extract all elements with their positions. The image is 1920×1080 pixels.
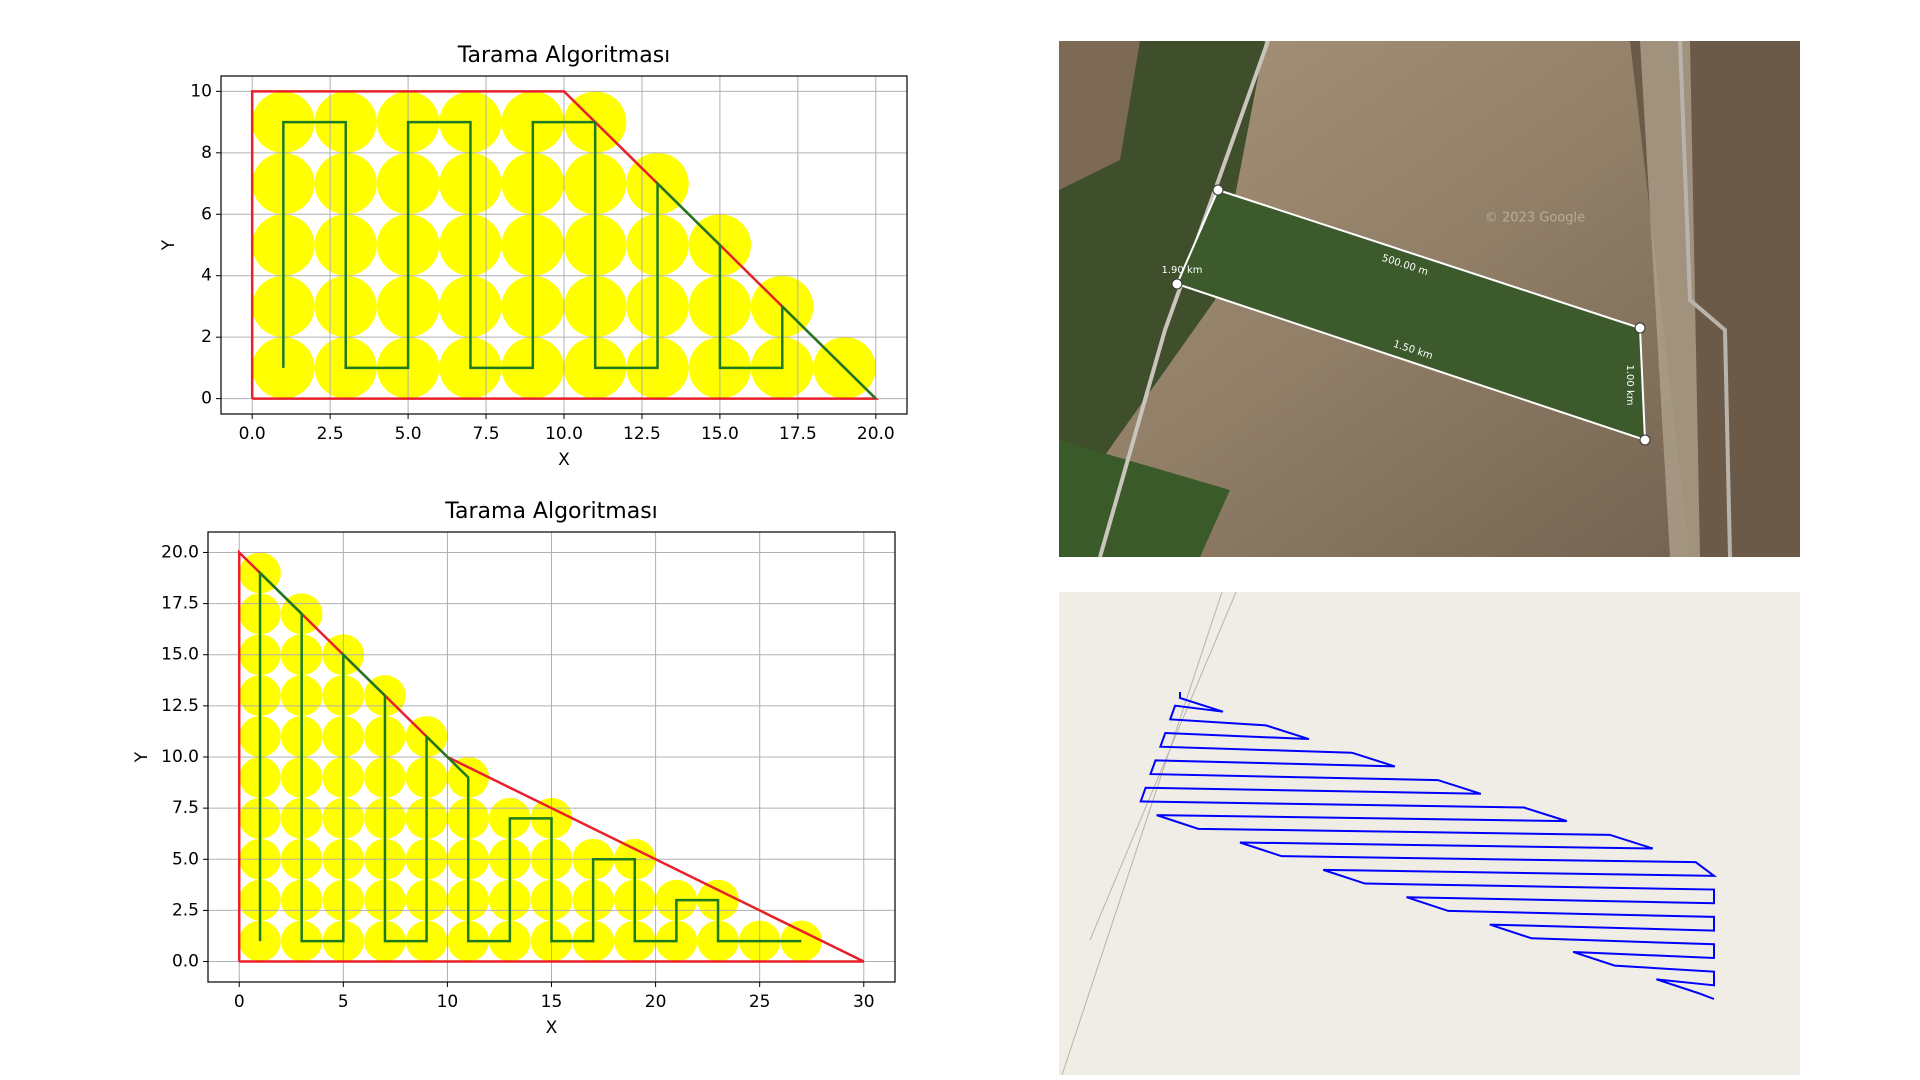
x-tick-label: 2.5 [317,424,344,444]
x-tick-label: 20.0 [857,424,895,444]
x-tick-label: 15 [541,992,563,1012]
x-tick-label: 10 [437,992,459,1012]
x-tick-label: 12.5 [623,424,661,444]
x-tick-label: 17.5 [779,424,817,444]
y-tick-label: 2.5 [172,900,199,920]
x-axis-label: X [558,450,570,470]
plot-content [221,76,907,414]
map-background [1059,592,1800,1075]
x-tick-label: 30 [853,992,875,1012]
measurement-label: 1.00 km [1624,365,1635,406]
x-axis-label: X [546,1018,558,1038]
map-path [1139,692,1718,1000]
satellite-image: 500.00 m 1.50 km 1.00 km 1.90 km © 2023 … [1059,41,1800,557]
y-tick-label: 17.5 [161,594,199,614]
y-axis-label: Y [132,751,152,763]
plot-content [208,532,895,982]
x-tick-label: 5 [338,992,349,1012]
y-tick-label: 4 [201,266,212,286]
plot-area [208,532,895,982]
y-tick-label: 0 [201,389,212,409]
x-tick-label: 15.0 [701,424,739,444]
x-tick-label: 0 [234,992,245,1012]
map-road [1061,591,1237,1076]
x-tick-label: 0.0 [239,424,266,444]
sweep-path [282,120,877,400]
y-tick-label: 12.5 [161,696,199,716]
axes-frame [220,75,908,415]
y-tick-label: 6 [201,204,212,224]
x-tick-label: 7.5 [473,424,500,444]
coverage-circle [239,920,281,962]
chart-title: Tarama Algoritması [444,499,658,524]
y-tick-label: 2 [201,327,212,347]
y-tick-label: 0.0 [172,952,199,972]
sweep-path [258,569,802,943]
measurement-label: 1.90 km [1162,265,1203,276]
plot-area [221,76,907,414]
y-axis-label: Y [159,239,179,251]
x-tick-label: 25 [749,992,771,1012]
axes-frame [207,531,896,983]
y-tick-label: 7.5 [172,798,199,818]
chart-title: Tarama Algoritması [457,43,671,68]
x-tick-label: 20 [645,992,667,1012]
boundary-line [250,90,879,400]
y-tick-label: 10.0 [161,747,199,767]
y-tick-label: 15.0 [161,645,199,665]
y-tick-label: 5.0 [172,849,199,869]
x-tick-label: 5.0 [395,424,422,444]
credit: © 2023 Google [1485,211,1585,226]
y-tick-label: 20.0 [161,542,199,562]
x-tick-label: 10.0 [545,424,583,444]
y-tick-label: 10 [190,81,212,101]
y-tick-label: 8 [201,143,212,163]
